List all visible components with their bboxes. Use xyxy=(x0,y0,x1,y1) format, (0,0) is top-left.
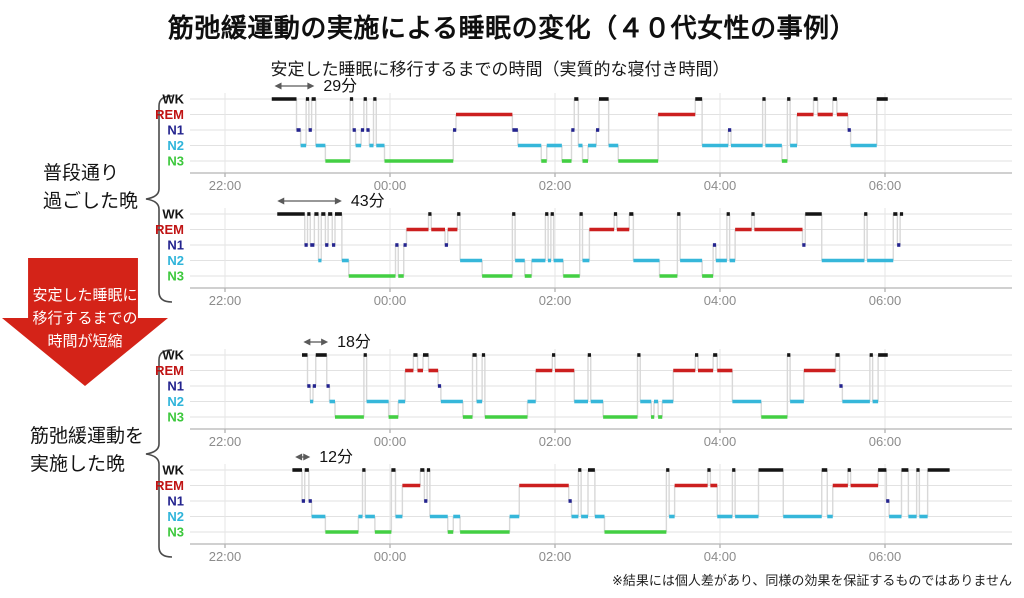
sleep-onset-minutes-label: 29分 xyxy=(323,77,357,95)
page-title: 筋弛緩運動の実施による睡眠の変化（４０代女性の事例） xyxy=(167,13,857,43)
stage-label-REM: REM xyxy=(155,478,184,493)
stage-label-N2: N2 xyxy=(167,138,184,153)
x-tick-label: 00:00 xyxy=(374,434,407,449)
x-tick-label: 04:00 xyxy=(704,434,737,449)
x-tick-label: 00:00 xyxy=(374,549,407,564)
x-tick-label: 06:00 xyxy=(869,293,902,308)
x-tick-label: 22:00 xyxy=(209,293,242,308)
stage-label-N3: N3 xyxy=(167,525,184,540)
x-tick-label: 04:00 xyxy=(704,293,737,308)
x-tick-label: 06:00 xyxy=(869,434,902,449)
stage-label-N3: N3 xyxy=(167,269,184,284)
sleep-onset-minutes-label: 18分 xyxy=(337,333,371,351)
stage-label-N2: N2 xyxy=(167,394,184,409)
x-tick-label: 04:00 xyxy=(704,178,737,193)
disclaimer-footnote: ※結果には個人差があり、同様の効果を保証するものではありません xyxy=(612,573,1012,588)
x-tick-label: 02:00 xyxy=(539,293,572,308)
x-tick-label: 02:00 xyxy=(539,434,572,449)
x-tick-label: 22:00 xyxy=(209,178,242,193)
sleep-onset-minutes-label: 12分 xyxy=(319,448,353,466)
group-label-usual-night: 普段通り 過ごした晩 xyxy=(43,163,139,212)
stage-label-N1: N1 xyxy=(167,379,184,394)
stage-label-N3: N3 xyxy=(167,154,184,169)
stage-label-WK: WK xyxy=(162,348,184,363)
x-tick-label: 06:00 xyxy=(869,549,902,564)
x-tick-label: 22:00 xyxy=(209,549,242,564)
stage-label-N2: N2 xyxy=(167,509,184,524)
x-tick-label: 00:00 xyxy=(374,178,407,193)
sleep-onset-minutes-label: 43分 xyxy=(351,192,385,210)
stage-label-N1: N1 xyxy=(167,494,184,509)
stage-label-REM: REM xyxy=(155,363,184,378)
group-label-exercise-night: 筋弛緩運動を 実施した晩 xyxy=(30,426,145,475)
x-tick-label: 02:00 xyxy=(539,549,572,564)
stage-label-N2: N2 xyxy=(167,253,184,268)
stage-label-N1: N1 xyxy=(167,238,184,253)
stage-label-WK: WK xyxy=(162,92,184,107)
x-tick-label: 04:00 xyxy=(704,549,737,564)
stage-label-REM: REM xyxy=(155,107,184,122)
x-tick-label: 00:00 xyxy=(374,293,407,308)
down-arrow-text: 安定した睡眠に 移行するまでの 時間が短縮 xyxy=(32,287,138,350)
chart-subtitle: 安定した睡眠に移行するまでの時間（実質的な寝付き時間） xyxy=(270,60,730,79)
stage-label-REM: REM xyxy=(155,222,184,237)
stage-label-WK: WK xyxy=(162,207,184,222)
stage-label-WK: WK xyxy=(162,463,184,478)
x-tick-label: 02:00 xyxy=(539,178,572,193)
stage-label-N1: N1 xyxy=(167,123,184,138)
x-tick-label: 22:00 xyxy=(209,434,242,449)
stage-label-N3: N3 xyxy=(167,410,184,425)
x-tick-label: 06:00 xyxy=(869,178,902,193)
